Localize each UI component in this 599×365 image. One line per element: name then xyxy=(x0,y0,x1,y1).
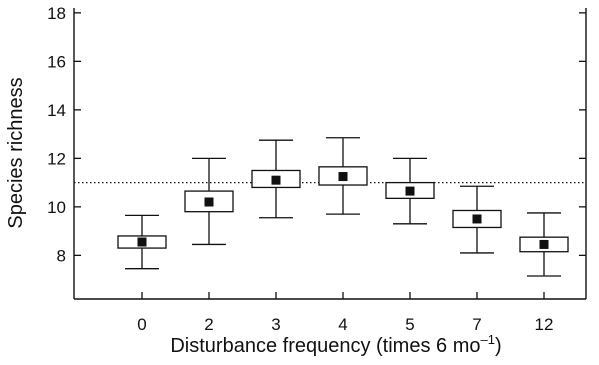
mean-marker xyxy=(137,237,147,247)
y-tick-label: 16 xyxy=(47,52,66,71)
x-tick-label: 5 xyxy=(405,315,414,334)
x-tick-label: 4 xyxy=(338,315,347,334)
box-item xyxy=(251,139,301,219)
x-axis-label: Disturbance frequency (times 6 mo–1) xyxy=(170,332,501,357)
box-item xyxy=(519,212,569,277)
box-item xyxy=(117,214,167,270)
box-item xyxy=(452,185,502,254)
mean-marker xyxy=(271,175,281,185)
y-tick-label: 8 xyxy=(57,246,66,265)
x-tick-label: 7 xyxy=(472,315,481,334)
right-axis-ticks xyxy=(579,12,586,257)
mean-marker xyxy=(405,186,415,196)
y-tick-label: 10 xyxy=(47,198,66,217)
y-tick-label: 12 xyxy=(47,149,66,168)
x-tick-label: 3 xyxy=(271,315,280,334)
x-tick-label: 12 xyxy=(535,315,554,334)
box-item xyxy=(318,137,368,215)
boxes-group xyxy=(117,137,569,277)
x-axis-ticks: 0 2 3 4 5 7 12 xyxy=(137,292,553,334)
mean-marker xyxy=(204,197,214,207)
x-tick-label: 2 xyxy=(204,315,213,334)
y-tick-label: 14 xyxy=(47,101,66,120)
box-item xyxy=(184,157,234,246)
y-axis-ticks: 8 10 12 14 16 18 xyxy=(47,4,81,265)
x-tick-label: 0 xyxy=(137,315,146,334)
y-axis-label: Species richness xyxy=(5,77,27,228)
mean-marker xyxy=(539,239,549,249)
x-axis-label-close: ) xyxy=(495,335,502,357)
x-axis-label-main: Disturbance frequency (times 6 mo xyxy=(170,335,480,357)
y-tick-label: 18 xyxy=(47,4,66,23)
box-item xyxy=(385,157,435,225)
mean-marker xyxy=(472,214,482,224)
mean-marker xyxy=(338,172,348,182)
x-axis-label-superscript: –1 xyxy=(481,332,495,347)
